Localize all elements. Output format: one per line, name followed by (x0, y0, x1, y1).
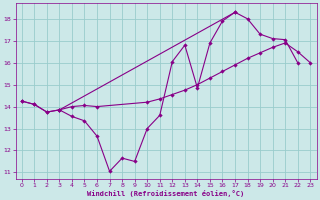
X-axis label: Windchill (Refroidissement éolien,°C): Windchill (Refroidissement éolien,°C) (87, 190, 245, 197)
